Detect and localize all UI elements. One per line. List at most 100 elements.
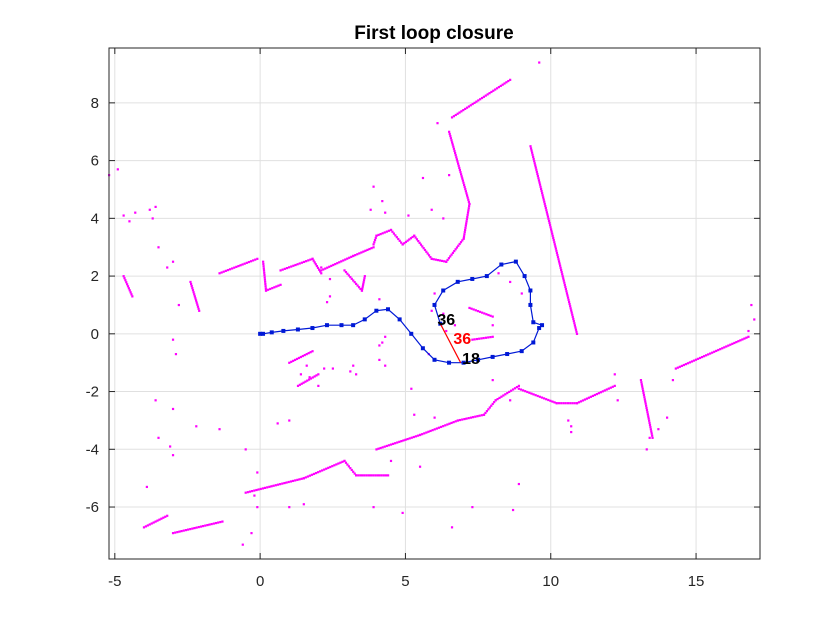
scan-point xyxy=(302,381,305,384)
scan-point xyxy=(375,234,378,237)
trajectory-node xyxy=(499,262,504,267)
scan-point xyxy=(409,237,413,240)
scan-point xyxy=(468,205,471,208)
scan-point xyxy=(191,527,194,530)
scan-point xyxy=(290,360,293,363)
scan-point xyxy=(401,511,404,515)
scan-point xyxy=(373,238,377,242)
scan-point xyxy=(404,240,408,244)
scan-point xyxy=(449,137,453,140)
scan-point xyxy=(504,393,507,396)
trajectory-node xyxy=(490,354,495,359)
scan-point xyxy=(487,336,490,339)
scan-point xyxy=(530,392,533,395)
scan-point xyxy=(531,153,534,156)
scan-point xyxy=(535,170,538,173)
scan-point xyxy=(510,389,513,392)
scan-point xyxy=(613,373,616,376)
scan-point xyxy=(729,343,732,346)
scan-point xyxy=(642,391,645,395)
scan-point xyxy=(315,374,318,377)
scan-point xyxy=(548,224,552,227)
scan-point xyxy=(657,428,660,431)
scan-point xyxy=(741,338,744,341)
scan-point xyxy=(277,284,280,287)
scan-point xyxy=(438,259,442,262)
scan-point xyxy=(464,226,467,229)
scan-point xyxy=(312,259,315,262)
scan-point xyxy=(415,238,419,241)
scan-point xyxy=(288,419,291,422)
scan-point xyxy=(262,269,266,272)
scan-point xyxy=(288,506,291,509)
scan-point xyxy=(605,388,608,391)
scan-point xyxy=(244,491,247,494)
scan-point xyxy=(489,314,492,317)
trajectory-node xyxy=(386,307,390,312)
scan-point xyxy=(545,211,548,214)
scan-point xyxy=(593,393,597,397)
y-tick-label: 0 xyxy=(91,326,99,343)
scan-point xyxy=(538,395,541,398)
scan-point xyxy=(528,391,531,394)
trajectory-node xyxy=(505,352,510,357)
scan-point xyxy=(487,408,490,411)
scan-point xyxy=(244,448,247,451)
scan-point xyxy=(298,262,301,265)
scan-point xyxy=(408,238,411,241)
scan-point xyxy=(702,355,706,358)
scan-point xyxy=(648,423,652,427)
scan-point xyxy=(192,291,195,294)
scan-point xyxy=(485,313,488,316)
scan-point xyxy=(468,202,471,206)
scan-point xyxy=(700,355,704,359)
scan-point xyxy=(555,249,558,252)
scan-point xyxy=(199,525,203,528)
scan-point xyxy=(557,402,561,405)
scan-point xyxy=(450,116,454,119)
scan-point xyxy=(573,324,576,327)
scan-point xyxy=(272,484,275,487)
scan-point xyxy=(174,353,178,356)
scan-point xyxy=(302,477,305,480)
scan-point xyxy=(462,183,466,186)
scan-point xyxy=(400,440,403,443)
scan-point xyxy=(445,329,448,333)
scan-point xyxy=(130,293,133,296)
scan-point xyxy=(437,426,441,429)
scan-point xyxy=(446,423,449,426)
scan-point xyxy=(383,445,386,448)
scan-point xyxy=(384,474,388,477)
scan-point xyxy=(359,287,362,291)
scan-point xyxy=(218,272,221,275)
scan-point xyxy=(454,151,457,155)
scan-point xyxy=(262,267,265,270)
scan-point xyxy=(490,404,493,407)
scan-point xyxy=(541,192,544,195)
scan-point xyxy=(463,185,466,189)
scan-point xyxy=(486,93,489,96)
scan-point xyxy=(263,278,267,281)
scan-point xyxy=(473,338,476,341)
scan-point xyxy=(491,402,494,406)
trajectory-node xyxy=(339,323,344,328)
scan-point xyxy=(302,503,305,506)
scan-point xyxy=(448,422,451,425)
scan-point xyxy=(537,179,541,182)
scan-point xyxy=(327,466,330,469)
scan-point xyxy=(178,530,181,533)
scan-point xyxy=(498,396,501,400)
trajectory-node xyxy=(461,360,466,365)
scan-point xyxy=(570,425,573,428)
scan-point xyxy=(387,229,391,232)
scan-point xyxy=(298,478,301,481)
scan-point xyxy=(553,401,556,404)
scan-point xyxy=(204,524,207,527)
scan-point xyxy=(500,395,503,398)
scan-point xyxy=(568,302,571,306)
scan-point xyxy=(235,265,238,268)
scan-point xyxy=(370,247,373,250)
trajectory-node xyxy=(537,326,542,331)
scan-point xyxy=(195,301,198,304)
scan-point xyxy=(599,391,602,394)
